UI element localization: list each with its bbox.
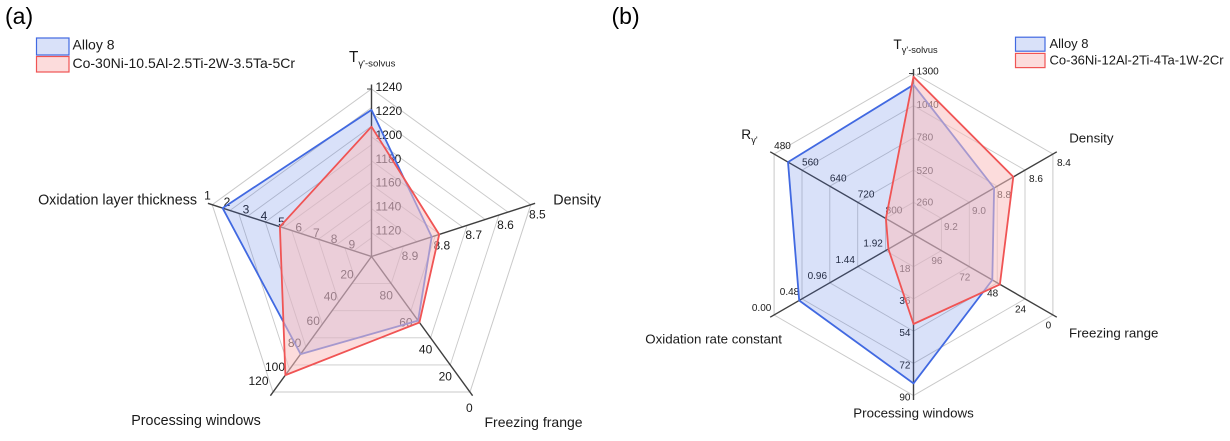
svg-text:1300: 1300 bbox=[917, 67, 940, 78]
svg-text:640: 640 bbox=[830, 173, 847, 184]
svg-text:1: 1 bbox=[204, 188, 211, 202]
svg-text:5: 5 bbox=[278, 215, 285, 229]
svg-text:Oxidation layer thickness: Oxidation layer thickness bbox=[38, 192, 197, 208]
svg-text:Co-30Ni-10.5Al-2.5Ti-2W-3.5Ta-: Co-30Ni-10.5Al-2.5Ti-2W-3.5Ta-5Cr bbox=[73, 55, 296, 71]
svg-text:1240: 1240 bbox=[376, 80, 403, 94]
svg-text:48: 48 bbox=[987, 288, 999, 299]
svg-text:120: 120 bbox=[248, 374, 268, 388]
svg-text:Density: Density bbox=[1069, 130, 1114, 145]
svg-text:480: 480 bbox=[774, 141, 791, 152]
svg-text:4: 4 bbox=[261, 209, 268, 223]
svg-text:8.5: 8.5 bbox=[529, 208, 546, 222]
svg-text:90: 90 bbox=[899, 393, 911, 404]
svg-text:Density: Density bbox=[553, 192, 602, 208]
svg-text:0: 0 bbox=[466, 401, 473, 415]
svg-text:2: 2 bbox=[224, 195, 231, 209]
svg-text:8.4: 8.4 bbox=[1057, 158, 1071, 169]
svg-text:8.7: 8.7 bbox=[465, 228, 482, 242]
svg-text:Freezing range: Freezing range bbox=[1069, 326, 1158, 341]
svg-text:8.6: 8.6 bbox=[1029, 174, 1043, 185]
svg-text:Alloy 8: Alloy 8 bbox=[1050, 36, 1089, 51]
svg-text:0: 0 bbox=[1046, 321, 1052, 332]
svg-text:100: 100 bbox=[265, 360, 285, 374]
svg-text:1.92: 1.92 bbox=[863, 239, 883, 250]
svg-text:Freezing frange: Freezing frange bbox=[485, 414, 583, 430]
svg-text:3: 3 bbox=[243, 202, 250, 216]
svg-text:0.00: 0.00 bbox=[752, 303, 772, 314]
svg-text:20: 20 bbox=[439, 370, 453, 384]
svg-text:(b): (b) bbox=[612, 3, 640, 29]
svg-text:0.48: 0.48 bbox=[780, 287, 800, 298]
svg-text:1220: 1220 bbox=[376, 104, 403, 118]
svg-text:24: 24 bbox=[1015, 305, 1027, 316]
svg-text:560: 560 bbox=[802, 157, 819, 168]
svg-text:54: 54 bbox=[899, 328, 911, 339]
svg-text:Alloy 8: Alloy 8 bbox=[73, 36, 115, 52]
svg-text:0.96: 0.96 bbox=[808, 271, 828, 282]
svg-text:Processing windows: Processing windows bbox=[853, 405, 974, 420]
svg-text:8.6: 8.6 bbox=[497, 218, 514, 232]
svg-text:Oxidation rate constant: Oxidation rate constant bbox=[645, 331, 782, 346]
svg-text:(a): (a) bbox=[5, 3, 33, 29]
svg-text:Processing windows: Processing windows bbox=[131, 413, 261, 429]
svg-text:72: 72 bbox=[899, 360, 911, 371]
svg-text:40: 40 bbox=[419, 343, 433, 357]
svg-text:1.44: 1.44 bbox=[835, 255, 855, 266]
svg-text:720: 720 bbox=[858, 190, 875, 201]
svg-text:Co-36Ni-12Al-2Ti-4Ta-1W-2Cr: Co-36Ni-12Al-2Ti-4Ta-1W-2Cr bbox=[1050, 53, 1225, 68]
